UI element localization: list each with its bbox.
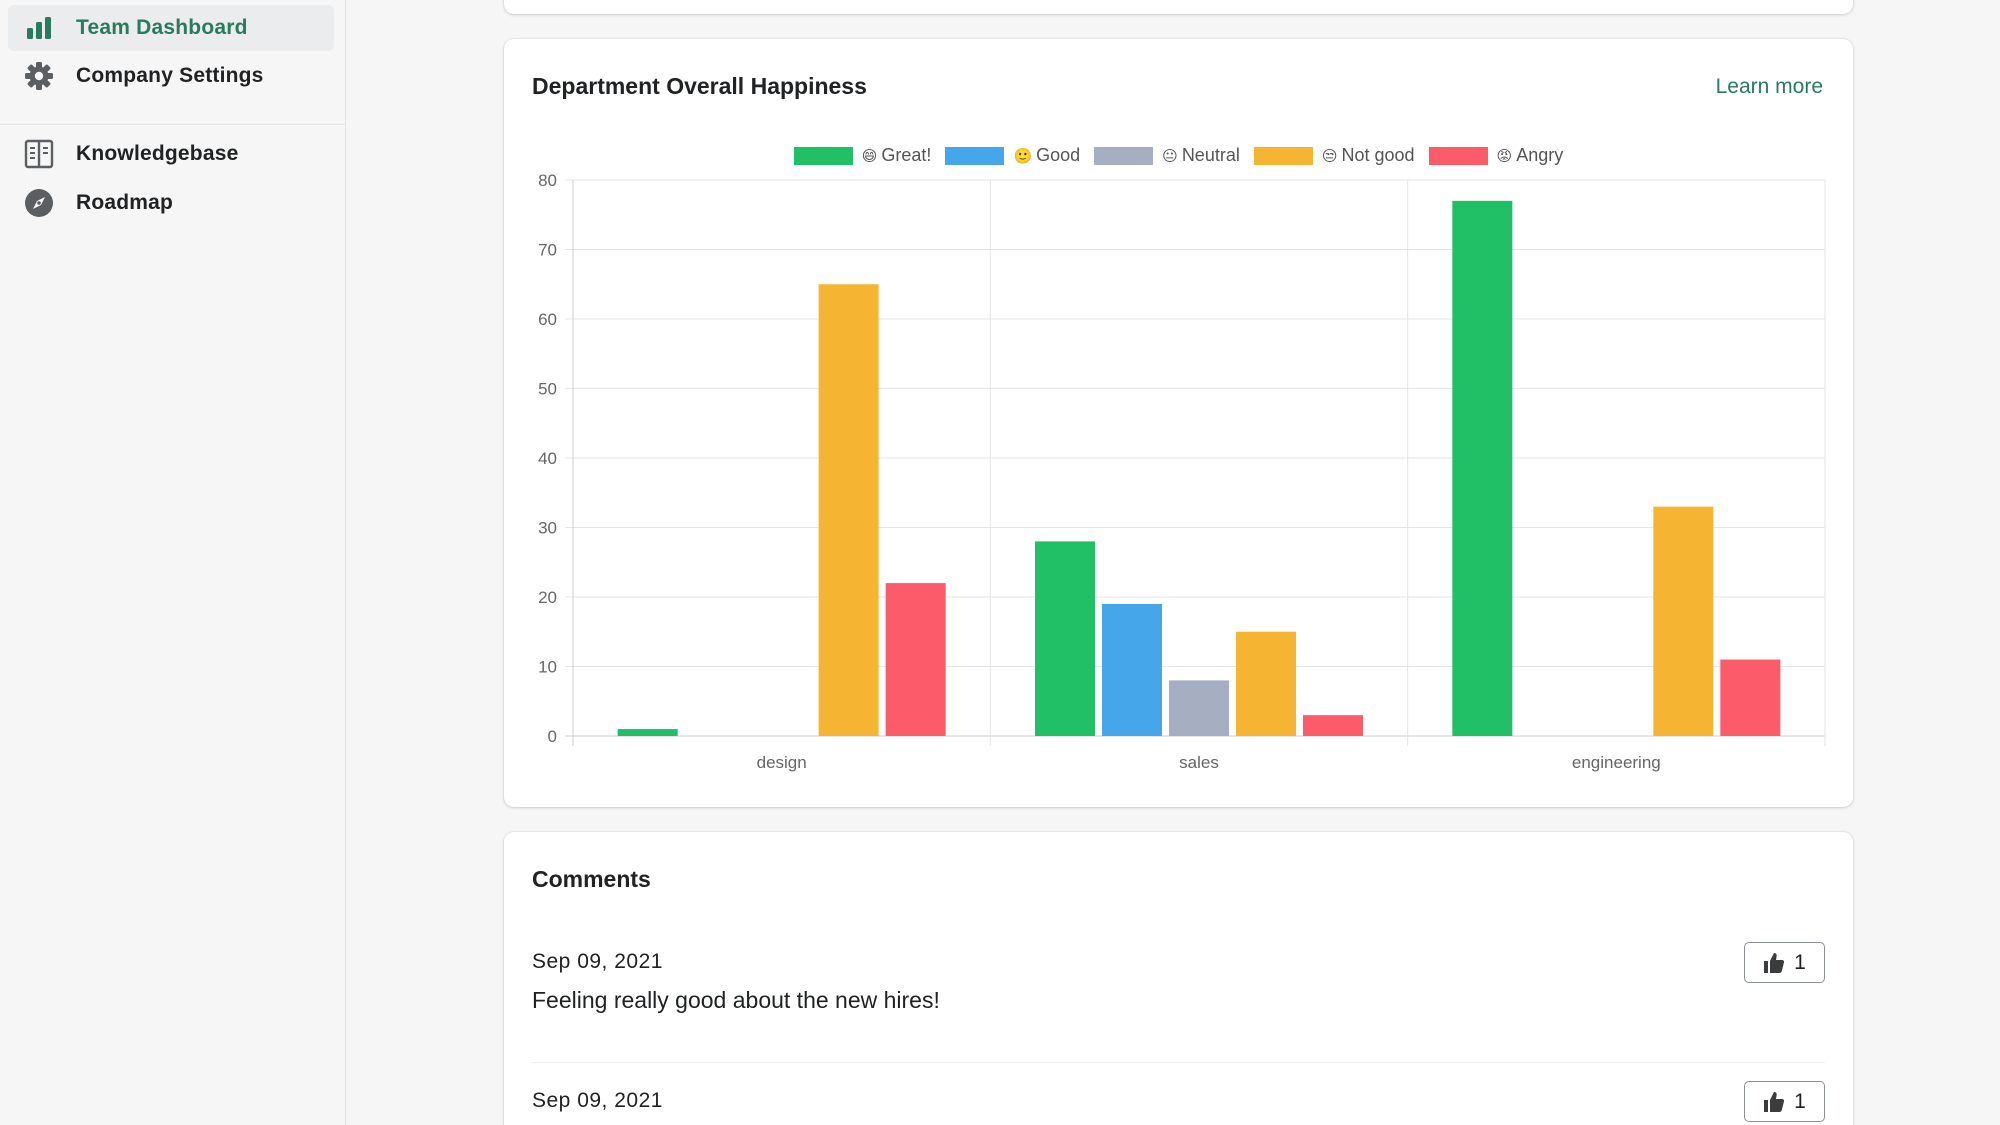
legend-label: Good [1036,145,1081,165]
thumbs-up-icon [1764,1091,1785,1112]
happiness-card: Department Overall Happiness Learn more … [504,39,1853,807]
legend-emoji: 😄 [861,147,878,165]
legend-label: Not good [1341,145,1415,165]
legend-swatch [1428,146,1488,165]
sidebar-item-label: Company Settings [76,64,264,87]
comments-card: Comments Sep 09, 2021 Feeling really goo… [504,832,1853,1125]
y-tick-label: 30 [538,519,557,538]
y-tick-label: 50 [538,380,557,399]
legend-emoji: 😡 [1496,147,1513,165]
book-icon [24,139,54,169]
learn-more-link[interactable]: Learn more [1715,75,1823,98]
comment-item: Sep 09, 2021 Feeling really good about t… [532,950,1825,1014]
legend-swatch [1094,146,1154,165]
sidebar-item-team-dashboard[interactable]: Team Dashboard [8,5,334,51]
sidebar-item-knowledgebase[interactable]: Knowledgebase [8,131,334,177]
sidebar-item-label: Team Dashboard [76,16,248,39]
x-tick-label: sales [1179,753,1219,772]
legend-label: Neutral [1181,145,1240,165]
y-tick-label: 40 [538,449,557,468]
thumbs-up-icon [1764,952,1785,973]
chart-legend: 😄 Great! 🙂 Good 😐 Neutral 😒 Not good 😡 Angry [504,145,1853,166]
comment-text: Feeling really good about the new hires! [532,987,940,1013]
previous-card [504,0,1853,14]
legend-item[interactable]: 🙂 Good [945,145,1080,166]
compass-icon [24,188,54,218]
happiness-bar-chart: 0 10 20 30 40 50 60 70 80 design sales engineering [538,171,1826,772]
bar-chart-icon [24,13,54,43]
bar-design-great [617,729,678,736]
bar-sales-angry [1303,715,1363,736]
legend-swatch [945,146,1005,165]
sidebar-item-label: Roadmap [76,191,174,214]
sidebar-item-company-settings[interactable]: Company Settings [8,53,334,99]
legend-label: Great! [881,145,932,165]
sidebar: Team Dashboard Company Settings [0,0,346,1125]
legend-swatch [1253,146,1313,165]
like-button[interactable]: 1 [1744,942,1825,983]
bar-design-not-good [818,284,879,736]
bar-design-angry [885,583,946,736]
y-tick-label: 20 [538,588,557,607]
comment-date: Sep 09, 2021 [532,1089,663,1112]
y-tick-label: 80 [538,171,557,190]
legend-emoji: 😐 [1162,147,1178,165]
card-title: Department Overall Happiness [532,73,867,99]
gear-icon [24,61,54,91]
bar-sales-good [1102,603,1162,736]
legend-label: Angry [1516,145,1564,165]
bar-sales-neutral [1169,680,1229,736]
legend-item[interactable]: 😄 Great! [793,145,932,166]
legend-item[interactable]: 😐 Neutral [1094,145,1240,166]
bar-engineering-angry [1720,659,1781,736]
comment-date: Sep 09, 2021 [532,950,663,973]
sidebar-item-label: Knowledgebase [76,142,239,165]
legend-item[interactable]: 😡 Angry [1428,145,1564,166]
legend-emoji: 🙂 [1013,147,1033,165]
like-button[interactable]: 1 [1744,1081,1825,1122]
y-tick-label: 0 [548,727,557,746]
comment-divider [532,1062,1825,1063]
x-tick-label: engineering [1572,753,1661,772]
y-tick-label: 10 [538,658,557,677]
bar-engineering-not-good [1653,506,1714,736]
like-count: 1 [1794,1089,1806,1113]
comment-item: Sep 09, 2021 [532,1089,1825,1113]
bar-sales-not-good [1236,631,1296,736]
legend-item[interactable]: 😒 Not good [1253,145,1415,166]
x-tick-label: design [757,753,807,772]
legend-emoji: 😒 [1321,147,1338,165]
y-tick-label: 70 [538,241,557,260]
y-tick-label: 60 [538,310,557,329]
like-count: 1 [1794,950,1806,974]
bar-sales-great [1035,541,1095,736]
legend-swatch [793,146,853,165]
card-title: Comments [532,866,651,892]
bar-engineering-great [1452,200,1513,737]
sidebar-divider [0,124,346,125]
sidebar-item-roadmap[interactable]: Roadmap [8,180,334,226]
